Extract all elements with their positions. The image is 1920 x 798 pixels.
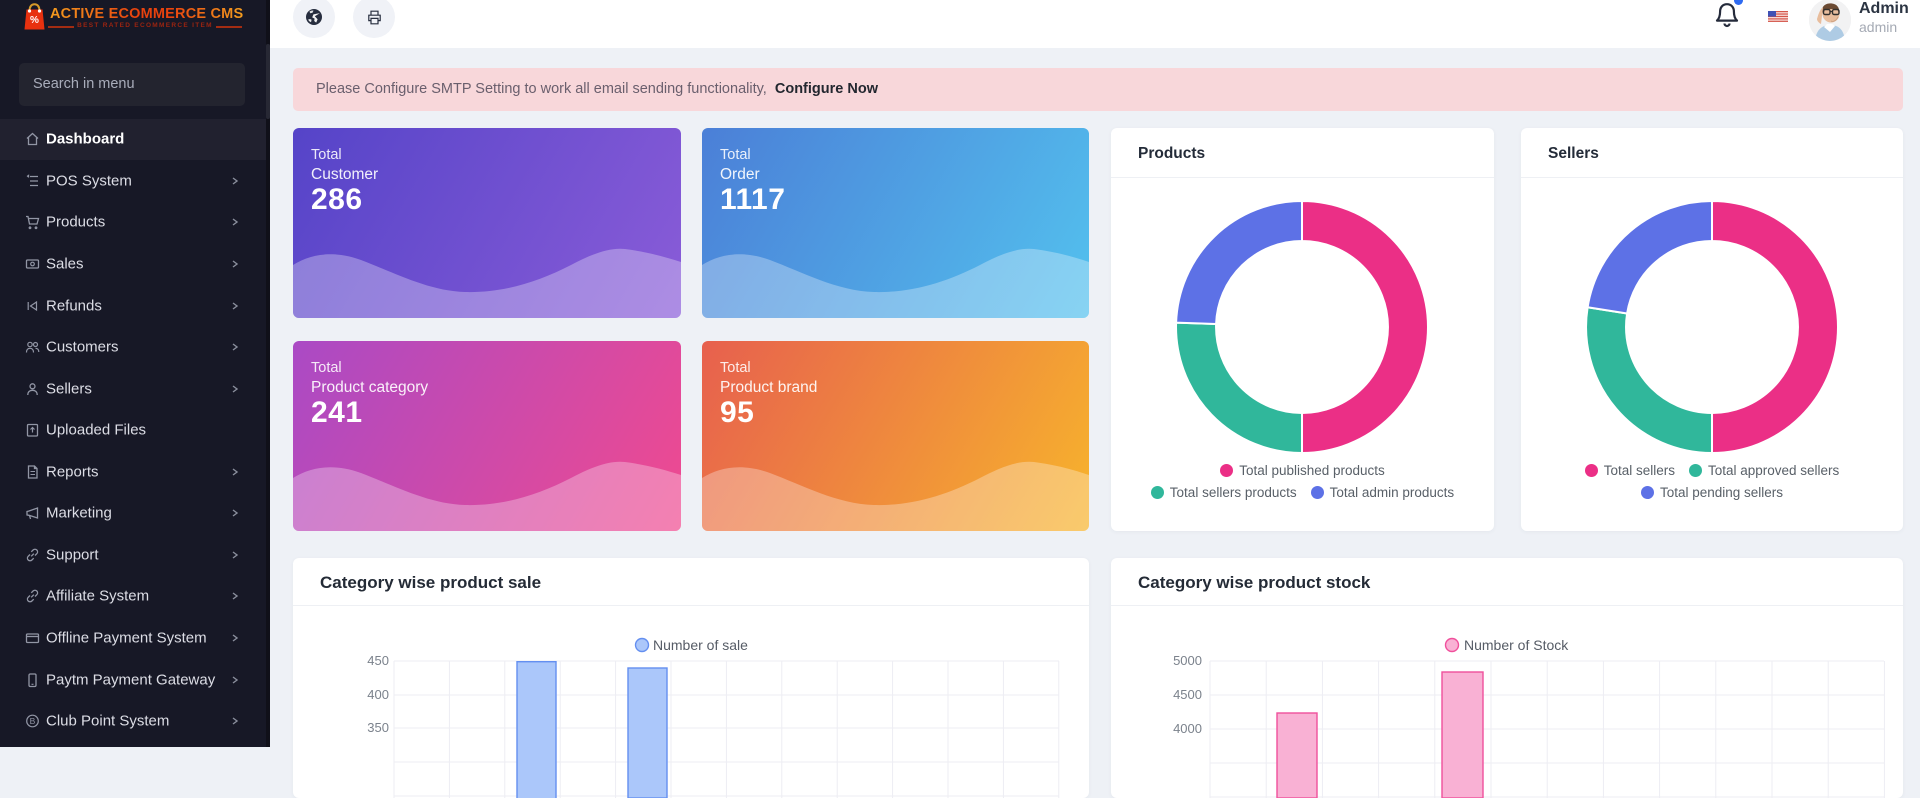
- svg-text:B: B: [30, 716, 36, 726]
- svg-text:Number of Stock: Number of Stock: [1464, 637, 1569, 653]
- svg-text:%: %: [30, 15, 39, 26]
- svg-text:5000: 5000: [1173, 653, 1202, 668]
- svg-text:400: 400: [367, 687, 389, 702]
- svg-text:350: 350: [367, 720, 389, 735]
- svg-text:Number of sale: Number of sale: [653, 637, 748, 653]
- svg-text:4500: 4500: [1173, 687, 1202, 702]
- svg-text:4000: 4000: [1173, 721, 1202, 736]
- svg-text:450: 450: [367, 653, 389, 668]
